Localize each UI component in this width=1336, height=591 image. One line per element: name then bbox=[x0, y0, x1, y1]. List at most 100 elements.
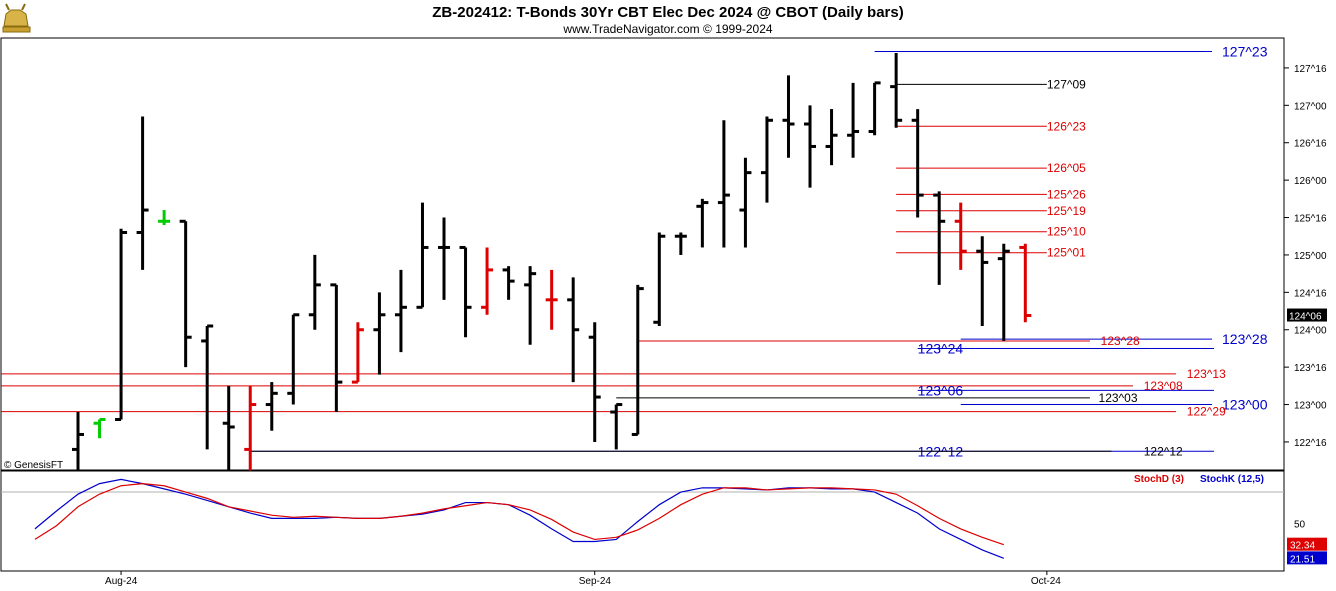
ohlc-bar bbox=[502, 266, 515, 300]
price-axis: 127^16 127^00 126^16 126^00 125^16 125^00 124^… bbox=[1284, 64, 1327, 449]
level-label: 125^10 bbox=[1047, 225, 1086, 239]
ohlc-bar bbox=[1019, 243, 1032, 323]
ohlc-bar bbox=[631, 284, 644, 436]
ohlc-bar bbox=[674, 232, 687, 255]
price-levels: 127^23 127^09 126^23 126^05 125^26 125^19 125^… bbox=[1, 43, 1268, 459]
level-label: 125^26 bbox=[1047, 187, 1086, 201]
ohlc-bar bbox=[287, 313, 300, 405]
ohlc-bar bbox=[394, 269, 407, 353]
price-tick-label: 123^00 bbox=[1294, 401, 1327, 412]
level-label: 126^05 bbox=[1047, 161, 1086, 175]
stoch-last-label: 21.51 bbox=[1290, 554, 1315, 565]
level-label: 123^03 bbox=[1099, 391, 1138, 405]
level-label: 123^28 bbox=[1222, 331, 1268, 347]
level-label: 123^24 bbox=[918, 340, 964, 356]
ohlc-bar bbox=[459, 245, 472, 338]
date-tick-label: Sep-24 bbox=[579, 576, 612, 587]
level-label: 123^06 bbox=[918, 382, 964, 398]
ohlc-bar bbox=[351, 322, 364, 384]
level-label: 126^23 bbox=[1047, 119, 1086, 133]
date-tick-label: Oct-24 bbox=[1031, 576, 1061, 587]
watermark: © GenesisFT bbox=[4, 460, 63, 471]
price-panel bbox=[0, 37, 1285, 471]
level-label: 123^00 bbox=[1222, 397, 1268, 413]
chart-title: ZB-202412: T-Bonds 30Yr CBT Elec Dec 202… bbox=[432, 4, 903, 21]
date-axis: Aug-24 Sep-24 Oct-24 bbox=[105, 571, 1061, 587]
stoch-panel bbox=[0, 470, 1285, 572]
stoch-last-label: 32.34 bbox=[1290, 541, 1315, 552]
bull-icon bbox=[2, 3, 31, 33]
ohlc-bar bbox=[696, 198, 709, 248]
ohlc-bar bbox=[911, 109, 924, 218]
price-tick-label: 126^16 bbox=[1294, 139, 1327, 150]
ohlc-bar bbox=[847, 82, 860, 158]
ohlc-bar bbox=[438, 217, 451, 300]
price-tick-label: 125^00 bbox=[1294, 251, 1327, 262]
ohlc-bar bbox=[760, 116, 773, 203]
ohlc-bar bbox=[868, 81, 881, 136]
price-bars bbox=[72, 52, 1032, 480]
chart-subtitle: www.TradeNavigator.com © 1999-2024 bbox=[562, 22, 772, 36]
ohlc-bar bbox=[244, 385, 257, 480]
stoch-legend-item: StochD (3) bbox=[1134, 474, 1184, 485]
ohlc-bar bbox=[976, 236, 989, 326]
ohlc-bar bbox=[72, 412, 84, 472]
ohlc-bar bbox=[481, 247, 494, 315]
ohlc-bar bbox=[717, 120, 730, 248]
ohlc-bar bbox=[222, 385, 235, 480]
ohlc-bar bbox=[136, 116, 149, 270]
price-tick-label: 127^16 bbox=[1294, 64, 1327, 75]
level-label: 125^01 bbox=[1047, 246, 1086, 260]
ohlc-bar bbox=[825, 109, 838, 166]
ohlc-bar bbox=[265, 382, 278, 431]
ohlc-bar bbox=[954, 202, 967, 270]
price-tick-label: 124^16 bbox=[1294, 288, 1327, 299]
ohlc-bar bbox=[93, 418, 106, 439]
ohlc-bar bbox=[373, 292, 386, 375]
ohlc-bar bbox=[179, 219, 192, 368]
stoch-tick-label: 50 bbox=[1294, 520, 1306, 531]
stoch-axis: 50 21.51 32.34 bbox=[1287, 520, 1327, 565]
price-tick-label: 124^00 bbox=[1294, 326, 1327, 337]
stoch-legend-item: StochK (12,5) bbox=[1200, 474, 1264, 485]
ohlc-bar bbox=[567, 277, 580, 383]
level-label: 125^19 bbox=[1047, 204, 1086, 218]
price-tick-label: 127^00 bbox=[1294, 101, 1327, 112]
level-label: 123^08 bbox=[1144, 379, 1183, 393]
ohlc-bar bbox=[653, 232, 666, 326]
ohlc-bar bbox=[308, 254, 321, 330]
last-price-label: 124^06 bbox=[1289, 312, 1322, 323]
ohlc-bar bbox=[890, 52, 903, 128]
ohlc-bar bbox=[588, 322, 601, 442]
level-label: 122^29 bbox=[1187, 405, 1226, 419]
ohlc-bar bbox=[201, 324, 214, 450]
price-tick-label: 122^16 bbox=[1294, 438, 1327, 449]
ohlc-bar bbox=[545, 269, 558, 330]
ohlc-bar bbox=[330, 283, 343, 413]
price-tick-label: 125^16 bbox=[1294, 214, 1327, 225]
ohlc-bar bbox=[739, 157, 752, 248]
level-label: 123^28 bbox=[1101, 334, 1140, 348]
stoch-line bbox=[34, 483, 1004, 546]
level-label: 127^23 bbox=[1222, 43, 1268, 59]
stoch-legend: StochD (3) StochK (12,5) bbox=[1134, 474, 1264, 485]
ohlc-bar bbox=[933, 191, 946, 285]
ohlc-bar bbox=[782, 75, 795, 158]
ohlc-bar bbox=[115, 228, 128, 422]
ohlc-bar bbox=[416, 202, 429, 309]
ohlc-bar bbox=[610, 403, 623, 450]
stoch-last-tag bbox=[1287, 537, 1327, 551]
ohlc-bar bbox=[524, 266, 537, 345]
date-tick-label: Aug-24 bbox=[105, 576, 138, 587]
last-price-tag bbox=[1287, 308, 1327, 322]
ohlc-bar bbox=[997, 243, 1010, 341]
level-label: 122^12 bbox=[1144, 444, 1183, 458]
stoch-last-tag bbox=[1287, 551, 1327, 565]
level-label: 123^13 bbox=[1187, 367, 1226, 381]
stoch-lines bbox=[1, 478, 1284, 559]
level-label: 127^09 bbox=[1047, 77, 1086, 91]
price-tick-label: 126^00 bbox=[1294, 176, 1327, 187]
ohlc-bar bbox=[158, 210, 171, 226]
ohlc-bar bbox=[804, 105, 817, 188]
